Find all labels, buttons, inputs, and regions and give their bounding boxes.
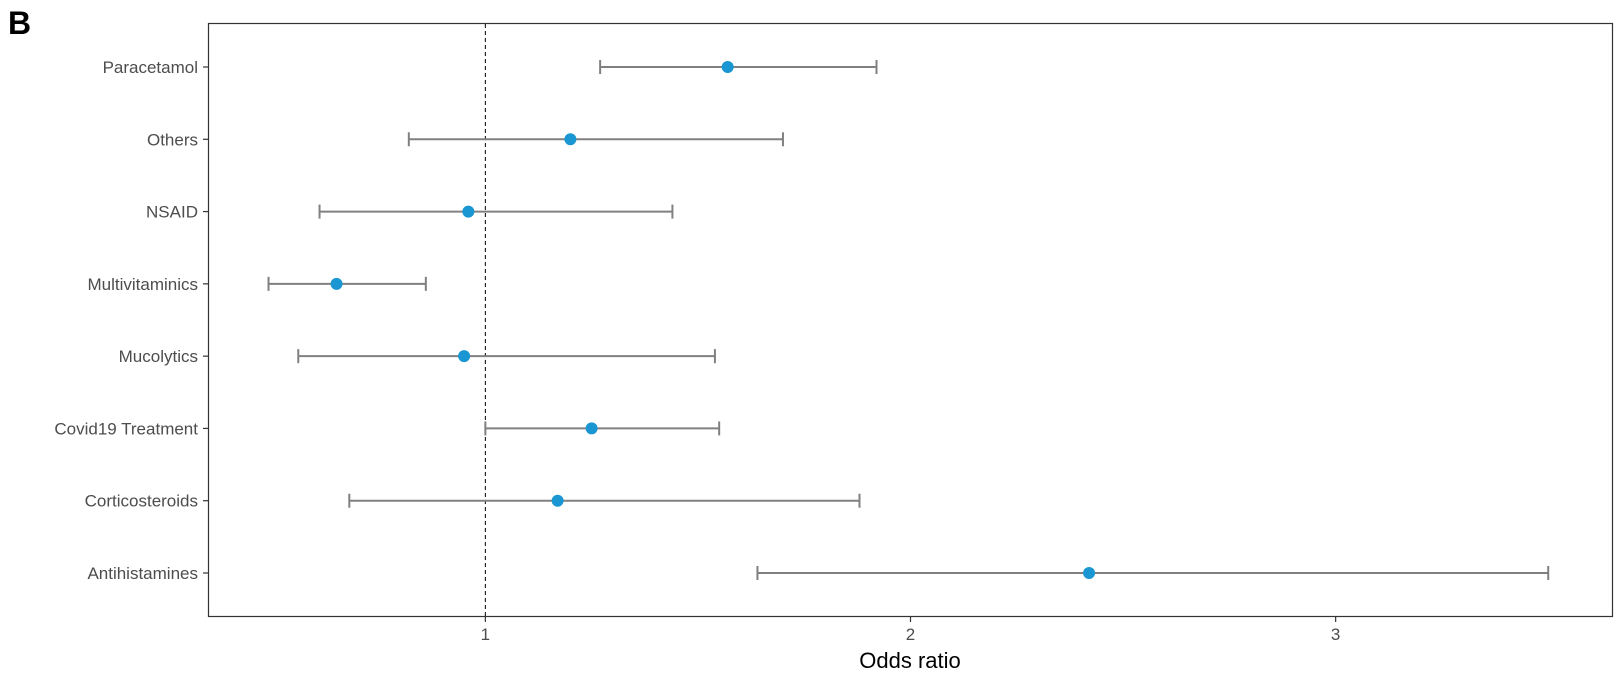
- panel-label: B: [8, 5, 31, 41]
- x-tick-label: 1: [481, 625, 490, 644]
- point-estimates: [330, 61, 1096, 579]
- y-tick-label: Mucolytics: [119, 347, 198, 366]
- y-tick-label: Covid19 Treatment: [54, 419, 198, 438]
- plot-panel-border: [207, 22, 1614, 618]
- y-tick-label: Multivitaminics: [87, 275, 198, 294]
- y-tick-label: Paracetamol: [103, 58, 198, 77]
- y-tick-label: NSAID: [146, 203, 198, 222]
- point-estimate: [564, 133, 577, 146]
- x-tick-label: 3: [1331, 625, 1340, 644]
- point-estimate: [1083, 567, 1096, 579]
- point-estimate: [585, 422, 598, 435]
- point-estimate: [330, 277, 343, 290]
- x-axis: 1 2 3: [481, 616, 1340, 644]
- y-tick-label: Others: [147, 130, 198, 149]
- y-tick-label: Antihistamines: [87, 564, 198, 583]
- point-estimate: [458, 350, 471, 363]
- y-axis: Paracetamol Others NSAID Multivitaminics Muc…: [54, 58, 209, 583]
- point-estimate: [462, 205, 475, 218]
- point-estimate: [551, 494, 564, 507]
- x-axis-title: Odds ratio: [859, 648, 961, 673]
- error-bars: [267, 60, 1550, 580]
- x-tick-label: 2: [906, 625, 915, 644]
- y-tick-label: Corticosteroids: [85, 492, 198, 511]
- point-estimate: [721, 61, 734, 73]
